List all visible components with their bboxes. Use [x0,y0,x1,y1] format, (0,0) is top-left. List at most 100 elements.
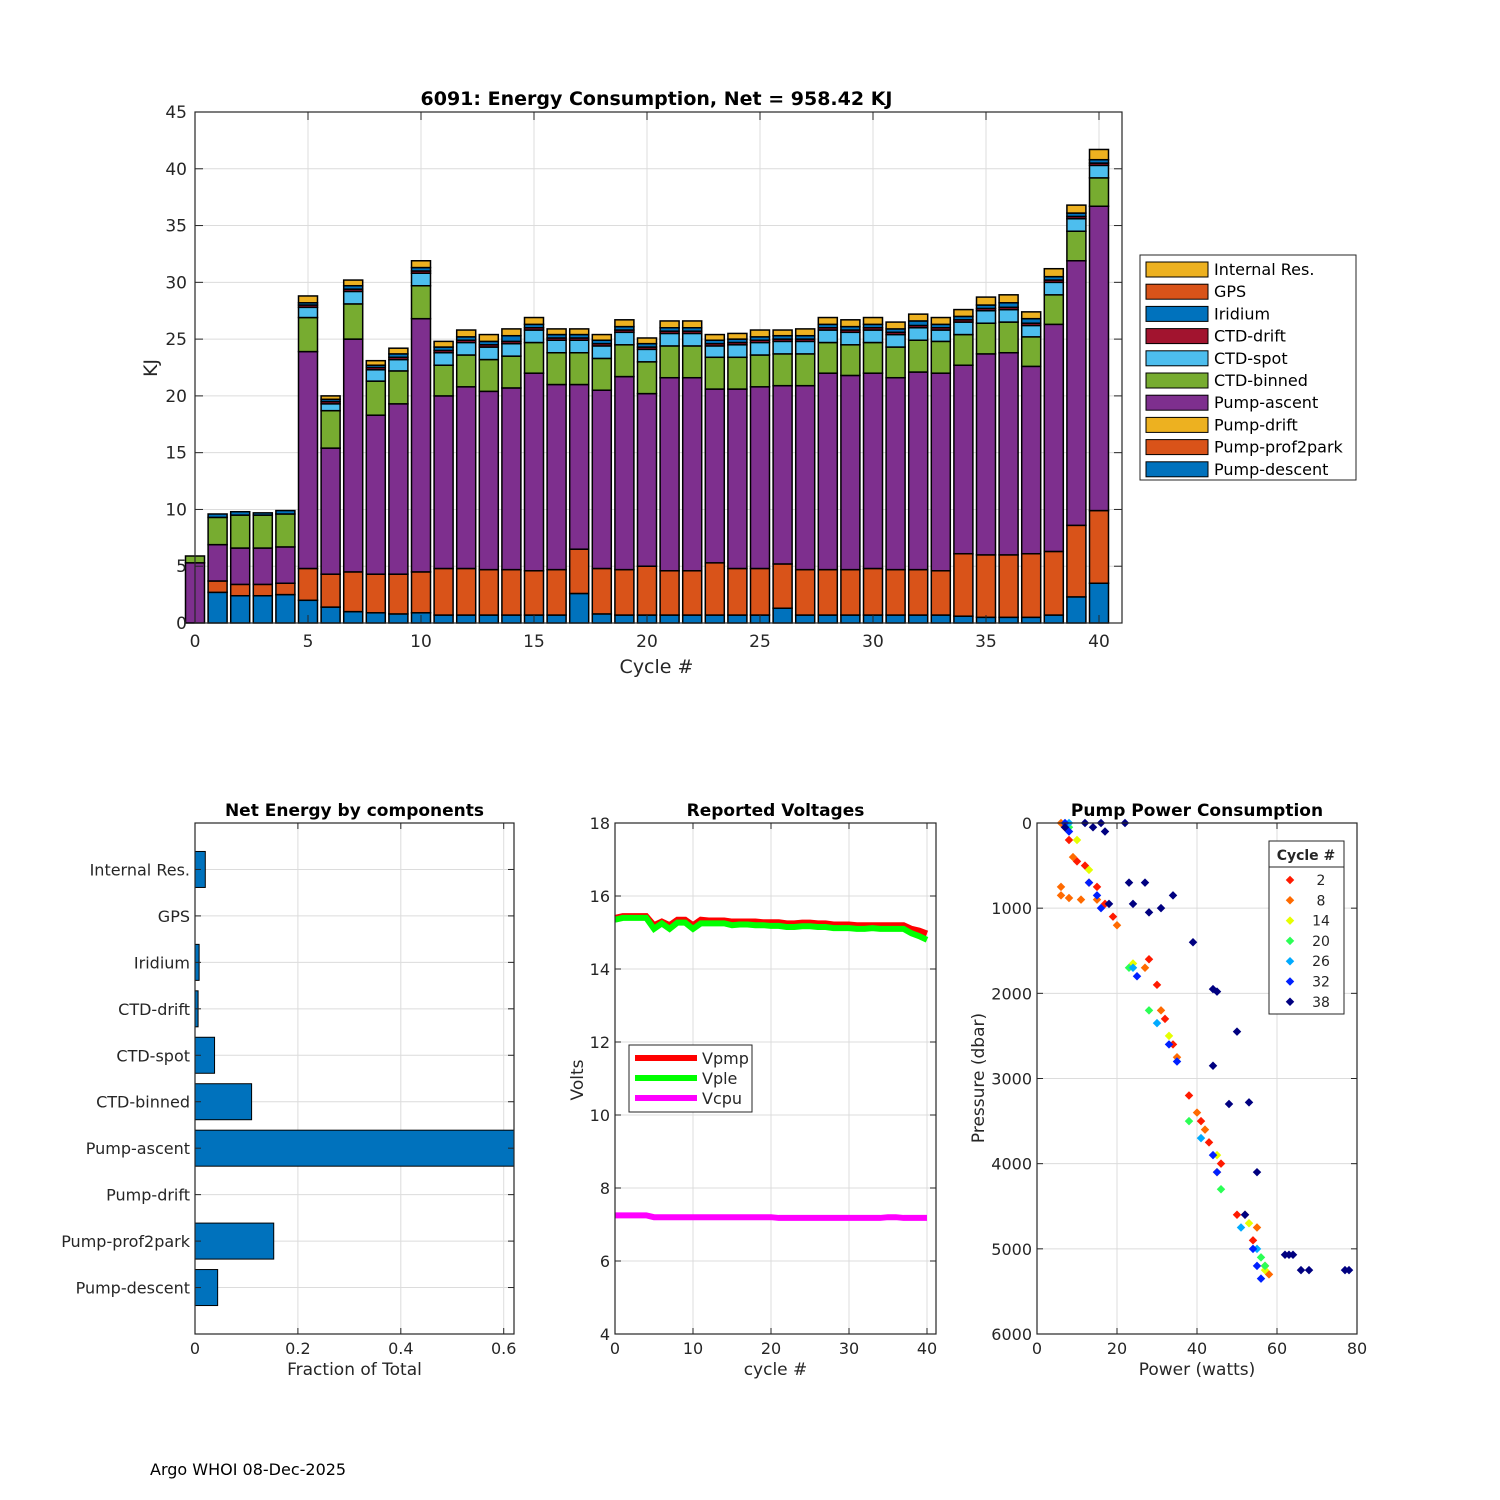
bar-segment-pump-ascent [1020,365,1042,555]
bar-segment-pump-ascent [207,543,228,582]
bar-segment-ctd-spot [794,340,816,355]
point-cycle-38 [1168,891,1178,900]
bar-segment-pump-prof2park [523,570,545,616]
bar-segment-pump-prof2park [817,568,839,616]
bar-segment-ctd-spot [433,351,454,366]
point-cycle-8 [1200,1125,1210,1134]
bar-segment-pump-descent [907,614,929,624]
bar-segment-pump-prof2park [704,562,726,616]
chart-title: Net Energy by components [225,801,484,821]
bar-segment-pump-ascent [229,547,251,586]
bar-segment-internal-res- [862,316,884,326]
bar-segment-pump-prof2park [953,552,974,617]
bar-segment-pump-prof2park [1020,552,1042,619]
point-cycle-14 [1072,835,1082,845]
footer-credit: Argo WHOI 08-Dec-2025 [150,1460,347,1479]
point-cycle-38 [1128,899,1138,909]
bar-segment-pump-prof2park [410,571,432,614]
y-tick-label: 16 [590,887,610,906]
bar-segment-ctd-spot [907,327,929,341]
point-cycle-32 [1252,1261,1262,1271]
bar-segment-internal-res- [388,347,409,355]
point-cycle-38 [1240,1210,1250,1220]
bar-segment-ctd-spot [885,333,906,348]
y-tick-label: 12 [590,1033,610,1052]
category-label: CTD-binned [96,1093,190,1112]
y-tick-label: 6000 [991,1325,1032,1344]
bar-segment-internal-res- [840,319,861,328]
bar-segment-ctd-binned [342,303,364,340]
legend-label: Pump-drift [1214,415,1298,434]
bar-segment-pump-descent [320,606,341,624]
bar-segment-ctd-binned [297,316,319,353]
bar-segment-internal-res- [591,333,613,341]
bar-segment-pump-descent [546,614,567,624]
point-cycle-8 [1092,895,1102,904]
bar-segment-pump-ascent [342,338,364,573]
bar-segment-pump-descent [953,615,974,624]
y-tick-label: 4000 [991,1155,1032,1174]
bar-segment-ctd-spot [478,346,500,361]
bar-segment-pump-prof2park [501,568,522,616]
point-cycle-8 [1064,893,1074,903]
bar-segment-ctd-binned [229,514,251,549]
y-tick-label: 5000 [991,1240,1032,1259]
bar-segment-pump-ascent [501,387,522,571]
bar-segment-pump-prof2park [1043,550,1065,616]
bar-segment-ctd-binned [478,358,500,393]
bar-segment-ctd-binned [840,344,861,377]
y-tick-label: 35 [165,217,187,237]
bar-segment-iridium [252,512,274,516]
legend-label: Pump-prof2park [1214,438,1344,457]
bar-segment-ctd-binned [772,353,793,387]
bar-segment-pump-ascent [410,317,432,573]
y-axis-label: KJ [140,359,162,377]
legend-label: Vple [702,1069,737,1088]
bar-segment-pump-prof2park [297,567,319,602]
point-cycle-38 [1244,1098,1254,1107]
bar-segment-pump-descent [727,614,748,624]
bar-segment-pump-ascent [930,372,952,572]
bar-segment-ctd-binned [455,354,477,388]
x-tick-label: 60 [1267,1339,1287,1358]
bar-segment-internal-res- [546,328,567,336]
legend-label: 32 [1312,975,1330,991]
bar-segment-pump-ascent [388,403,409,575]
bar-segment-pump-prof2park [568,548,590,595]
y-tick-label: 15 [165,444,187,464]
bar-segment-iridium [207,513,228,519]
bar-segment-pump-descent [998,616,1019,624]
bar-segment-ctd-binned [636,361,658,395]
legend-marker [1285,896,1295,905]
y-axis-label: Pressure (dbar) [969,1013,989,1143]
bar-segment-pump-ascent [907,371,929,571]
bar-segment-ctd-spot [727,344,748,359]
point-cycle-2 [1160,1014,1170,1024]
category-label: Pump-drift [106,1186,190,1205]
bar-segment-pump-prof2park [840,568,861,616]
bar-segment-pump-descent [614,614,635,624]
point-cycle-38 [1304,1265,1314,1275]
x-axis-label: Power (watts) [1139,1360,1256,1380]
point-cycle-38 [1088,823,1098,832]
legend-marker [1285,997,1295,1007]
category-label: Internal Res. [90,860,190,879]
bar-segment-pump-prof2park [681,570,703,616]
y-tick-label: 5 [176,557,187,577]
bar-segment-ctd-binned [885,346,906,379]
bar-segment-ctd-binned [681,345,703,379]
bar-segment-pump-ascent [523,372,545,572]
bar-segment-pump-descent [501,614,522,624]
point-cycle-38 [1296,1265,1306,1275]
point-cycle-32 [1132,972,1142,981]
bar-segment-pump-ascent [365,414,387,575]
bar-segment-ctd-binned [591,357,613,391]
components-chart: Internal Res. GPS Iridium CTD-drift CTD-spot… [61,801,516,1380]
legend-label: Pump-descent [1214,460,1328,479]
bar-segment-pump-ascent [320,447,341,575]
y-tick-label: 4 [600,1325,610,1344]
point-cycle-8 [1076,895,1086,904]
bar-segment-iridium [229,510,251,516]
